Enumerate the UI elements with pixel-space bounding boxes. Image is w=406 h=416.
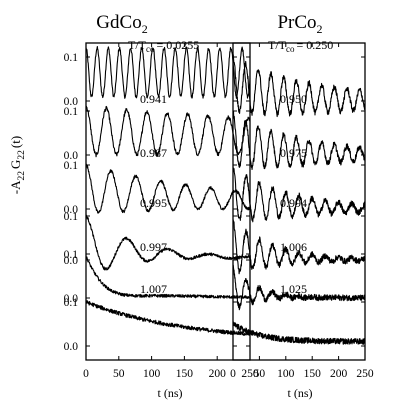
temp-label-p1-s5: 1.025	[280, 282, 307, 296]
trace-p1-s3	[232, 219, 366, 275]
trace-p0-s3	[85, 214, 251, 271]
x-tick-label-p1-2: 100	[277, 368, 295, 380]
x-tick-label-p1-5: 250	[356, 368, 374, 380]
temp-label-p0-s0: T/Tco = 0.0255	[128, 38, 199, 54]
x-tick-label-p0-3: 150	[176, 368, 194, 380]
y-tick-label-s5-0: 0.0	[64, 341, 79, 353]
temp-label-p1-s0: T/Tco = 0.250	[268, 38, 333, 54]
temp-label-p0-s1: 0.941	[140, 92, 167, 106]
x-tick-label-p0-2: 100	[143, 368, 161, 380]
y-tick-label-s3-0: 0.0	[64, 255, 79, 267]
y-tick-label-s4-1: 0.1	[64, 249, 79, 261]
x-axis-label-prco2: t (ns)	[288, 386, 313, 400]
y-tick-label-s4-0: 0.0	[64, 293, 79, 305]
panel-title-gdco2: GdCo2	[96, 12, 147, 36]
x-tick-label-p0-1: 50	[113, 368, 125, 380]
x-axis-label-gdco2: t (ns)	[158, 386, 183, 400]
temp-label-p1-s4: 1.006	[280, 240, 307, 254]
y-tick-label-s3-1: 0.1	[64, 211, 79, 223]
x-tick-label-p0-5: 250	[241, 368, 259, 380]
y-tick-label-s1-1: 0.1	[64, 106, 79, 118]
x-tick-label-p1-3: 150	[304, 368, 322, 380]
x-tick-label-p1-0: 0	[230, 368, 236, 380]
trace-p0-s4	[85, 255, 251, 299]
temp-label-p0-s2: 0.987	[140, 146, 167, 160]
y-tick-label-s2-0: 0.0	[64, 204, 79, 216]
panel-frame-prco2	[232, 42, 366, 361]
trace-p0-s0	[85, 45, 251, 99]
trace-p0-s2	[85, 163, 251, 214]
x-tick-label-p0-0: 0	[83, 368, 89, 380]
trace-p1-s4	[232, 264, 366, 311]
y-tick-label-s0-0: 0.0	[64, 96, 79, 108]
trace-p1-s5	[232, 321, 366, 345]
trace-p1-s1	[232, 111, 366, 171]
trace-p1-s2	[232, 166, 366, 223]
temp-label-p0-s4: 0.997	[140, 240, 167, 254]
y-tick-label-s5-1: 0.1	[64, 297, 79, 309]
trace-p0-s1	[85, 105, 251, 158]
x-tick-label-p1-1: 50	[254, 368, 266, 380]
panel-title-prco2: PrCo2	[277, 12, 322, 36]
y-axis-label: -A22G22(t)	[8, 136, 27, 194]
x-tick-label-p0-4: 200	[209, 368, 227, 380]
temp-label-p0-s3: 0.995	[140, 196, 167, 210]
trace-p1-s0	[232, 54, 366, 118]
temp-label-p1-s2: 0.975	[280, 146, 307, 160]
y-tick-label-s1-0: 0.0	[64, 150, 79, 162]
x-tick-label-p1-4: 200	[330, 368, 348, 380]
y-tick-label-s2-1: 0.1	[64, 160, 79, 172]
temp-label-p1-s1: 0.950	[280, 92, 307, 106]
temp-label-p1-s3: 0.994	[280, 196, 307, 210]
temp-label-p0-s5: 1.007	[140, 282, 167, 296]
trace-p0-s5	[85, 300, 251, 336]
y-tick-label-s0-1: 0.1	[64, 52, 79, 64]
